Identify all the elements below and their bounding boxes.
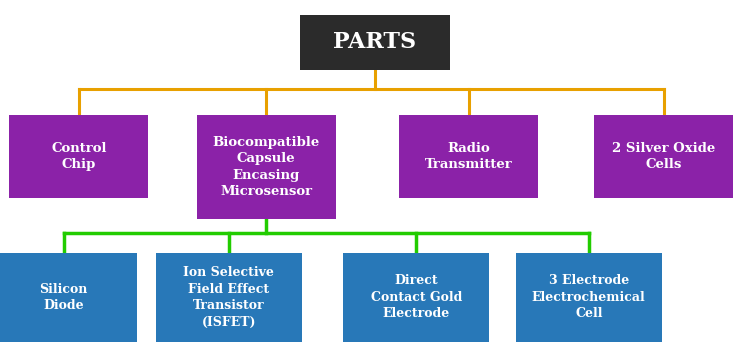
FancyBboxPatch shape bbox=[196, 115, 335, 219]
FancyBboxPatch shape bbox=[0, 253, 136, 342]
FancyBboxPatch shape bbox=[9, 115, 148, 198]
Text: Biocompatible
Capsule
Encasing
Microsensor: Biocompatible Capsule Encasing Microsens… bbox=[213, 136, 320, 199]
Text: Radio
Transmitter: Radio Transmitter bbox=[424, 142, 513, 171]
Text: 3 Electrode
Electrochemical
Cell: 3 Electrode Electrochemical Cell bbox=[532, 275, 646, 320]
Text: 2 Silver Oxide
Cells: 2 Silver Oxide Cells bbox=[612, 142, 716, 171]
Text: Control
Chip: Control Chip bbox=[51, 142, 106, 171]
Text: Silicon
Diode: Silicon Diode bbox=[40, 283, 88, 312]
FancyBboxPatch shape bbox=[594, 115, 733, 198]
FancyBboxPatch shape bbox=[516, 253, 662, 342]
Text: Direct
Contact Gold
Electrode: Direct Contact Gold Electrode bbox=[370, 275, 462, 320]
FancyBboxPatch shape bbox=[156, 253, 302, 342]
Text: PARTS: PARTS bbox=[334, 31, 416, 53]
Text: Ion Selective
Field Effect
Transistor
(ISFET): Ion Selective Field Effect Transistor (I… bbox=[183, 266, 274, 329]
FancyBboxPatch shape bbox=[300, 15, 450, 69]
FancyBboxPatch shape bbox=[399, 115, 538, 198]
FancyBboxPatch shape bbox=[343, 253, 490, 342]
